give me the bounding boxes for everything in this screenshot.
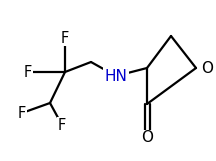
Text: F: F: [18, 105, 26, 120]
Text: O: O: [141, 131, 153, 146]
Text: F: F: [58, 118, 66, 133]
Text: HN: HN: [105, 68, 127, 84]
Text: O: O: [201, 61, 213, 76]
Text: F: F: [61, 30, 69, 46]
Text: F: F: [24, 65, 32, 80]
